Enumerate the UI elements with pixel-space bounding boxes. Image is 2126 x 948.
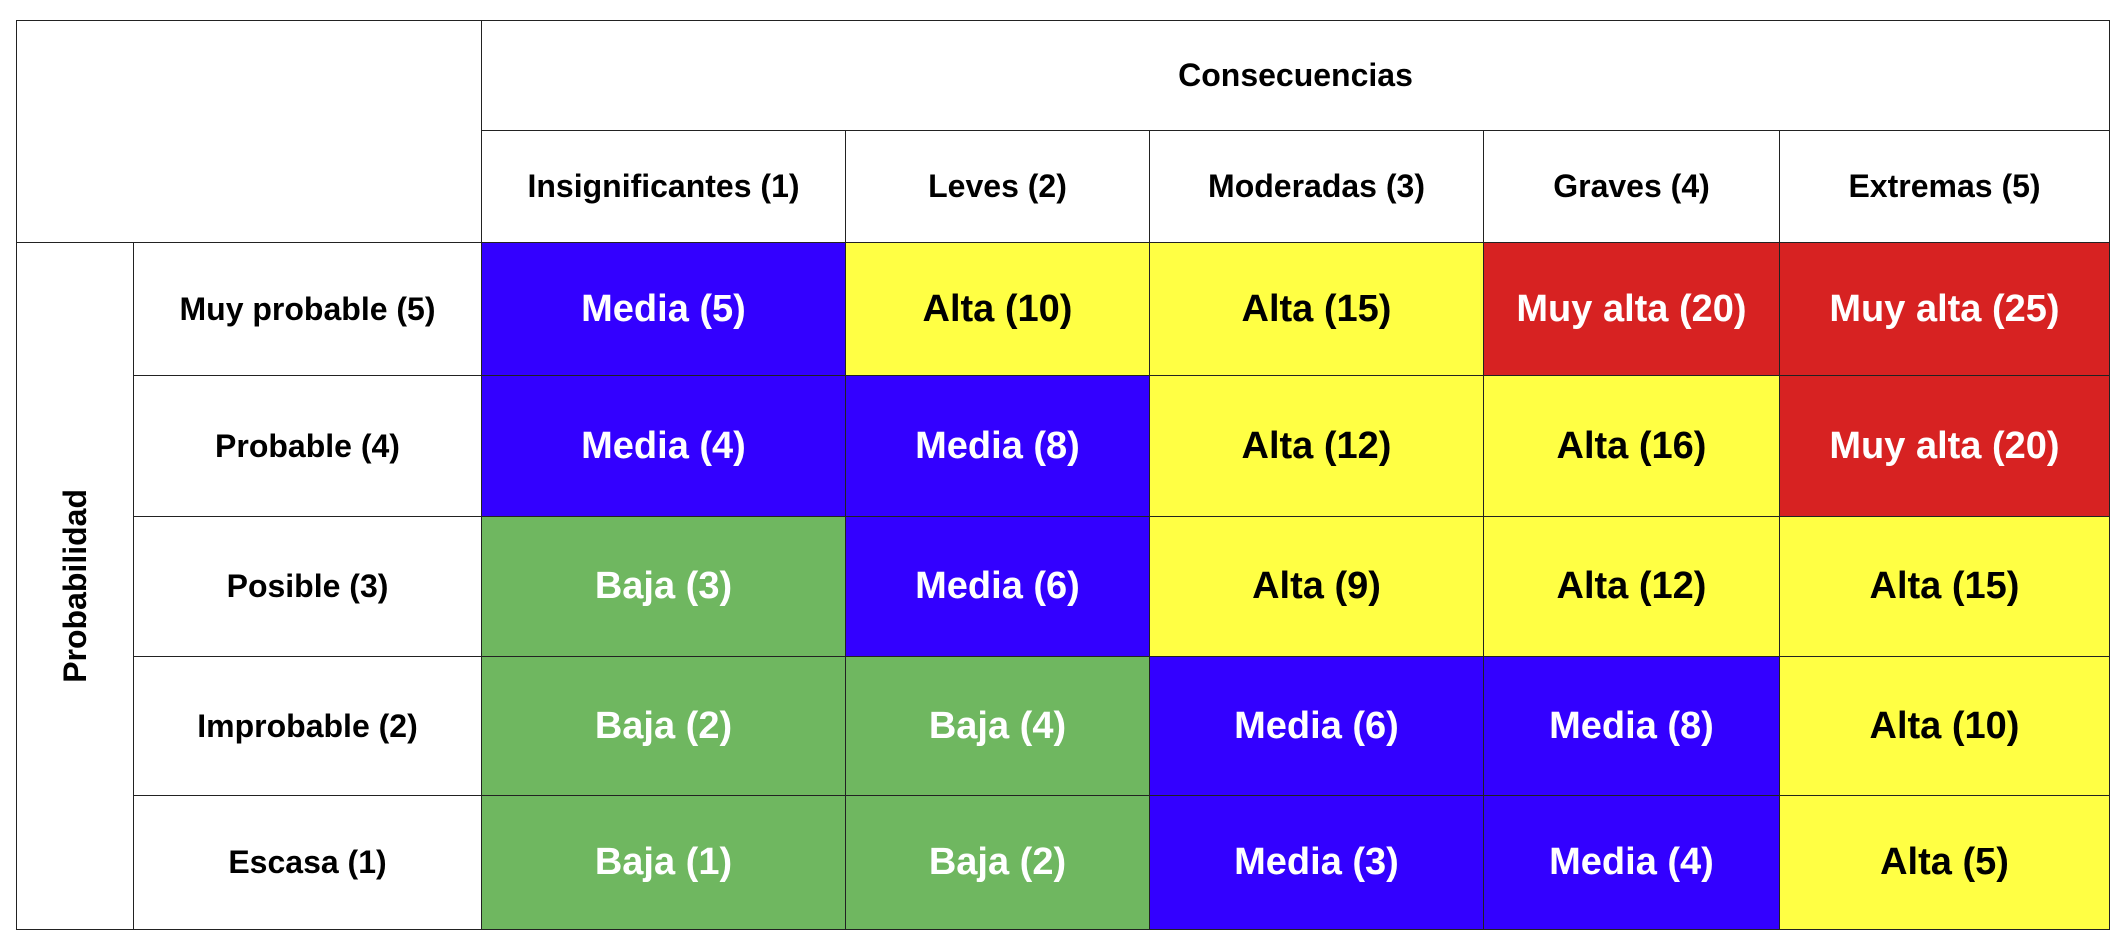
risk-matrix: Consecuencias Probabilidad Insignificant… (16, 20, 2110, 930)
risk-cell-alta: Alta (15) (1779, 516, 2110, 657)
risk-cell-alta: Alta (5) (1779, 795, 2110, 930)
row-label: Probable (4) (133, 375, 482, 517)
risk-cell-alta: Alta (10) (845, 242, 1150, 376)
column-header: Insignificantes (1) (481, 130, 846, 243)
column-header: Leves (2) (845, 130, 1150, 243)
row-label: Muy probable (5) (133, 242, 482, 376)
row-label: Escasa (1) (133, 795, 482, 930)
risk-cell-muy-alta: Muy alta (25) (1779, 242, 2110, 376)
risk-cell-muy-alta: Muy alta (20) (1779, 375, 2110, 517)
risk-cell-media: Media (6) (845, 516, 1150, 657)
risk-cell-alta: Alta (12) (1483, 516, 1780, 657)
risk-cell-baja: Baja (2) (845, 795, 1150, 930)
risk-cell-media: Media (4) (1483, 795, 1780, 930)
corner-blank (16, 20, 482, 243)
risk-cell-media: Media (8) (1483, 656, 1780, 796)
risk-cell-media: Media (8) (845, 375, 1150, 517)
risk-cell-media: Media (3) (1149, 795, 1484, 930)
risk-cell-alta: Alta (15) (1149, 242, 1484, 376)
probability-title-cell: Probabilidad (16, 242, 134, 930)
risk-cell-alta: Alta (9) (1149, 516, 1484, 657)
column-header: Moderadas (3) (1149, 130, 1484, 243)
consequences-title: Consecuencias (481, 20, 2110, 131)
row-label: Improbable (2) (133, 656, 482, 796)
risk-cell-baja: Baja (2) (481, 656, 846, 796)
column-header: Graves (4) (1483, 130, 1780, 243)
risk-cell-media: Media (6) (1149, 656, 1484, 796)
risk-cell-baja: Baja (4) (845, 656, 1150, 796)
risk-cell-alta: Alta (16) (1483, 375, 1780, 517)
risk-cell-alta: Alta (10) (1779, 656, 2110, 796)
probability-title: Probabilidad (56, 489, 93, 683)
risk-cell-media: Media (4) (481, 375, 846, 517)
risk-cell-muy-alta: Muy alta (20) (1483, 242, 1780, 376)
risk-cell-baja: Baja (3) (481, 516, 846, 657)
risk-cell-baja: Baja (1) (481, 795, 846, 930)
row-label: Posible (3) (133, 516, 482, 657)
risk-cell-media: Media (5) (481, 242, 846, 376)
column-header: Extremas (5) (1779, 130, 2110, 243)
risk-cell-alta: Alta (12) (1149, 375, 1484, 517)
